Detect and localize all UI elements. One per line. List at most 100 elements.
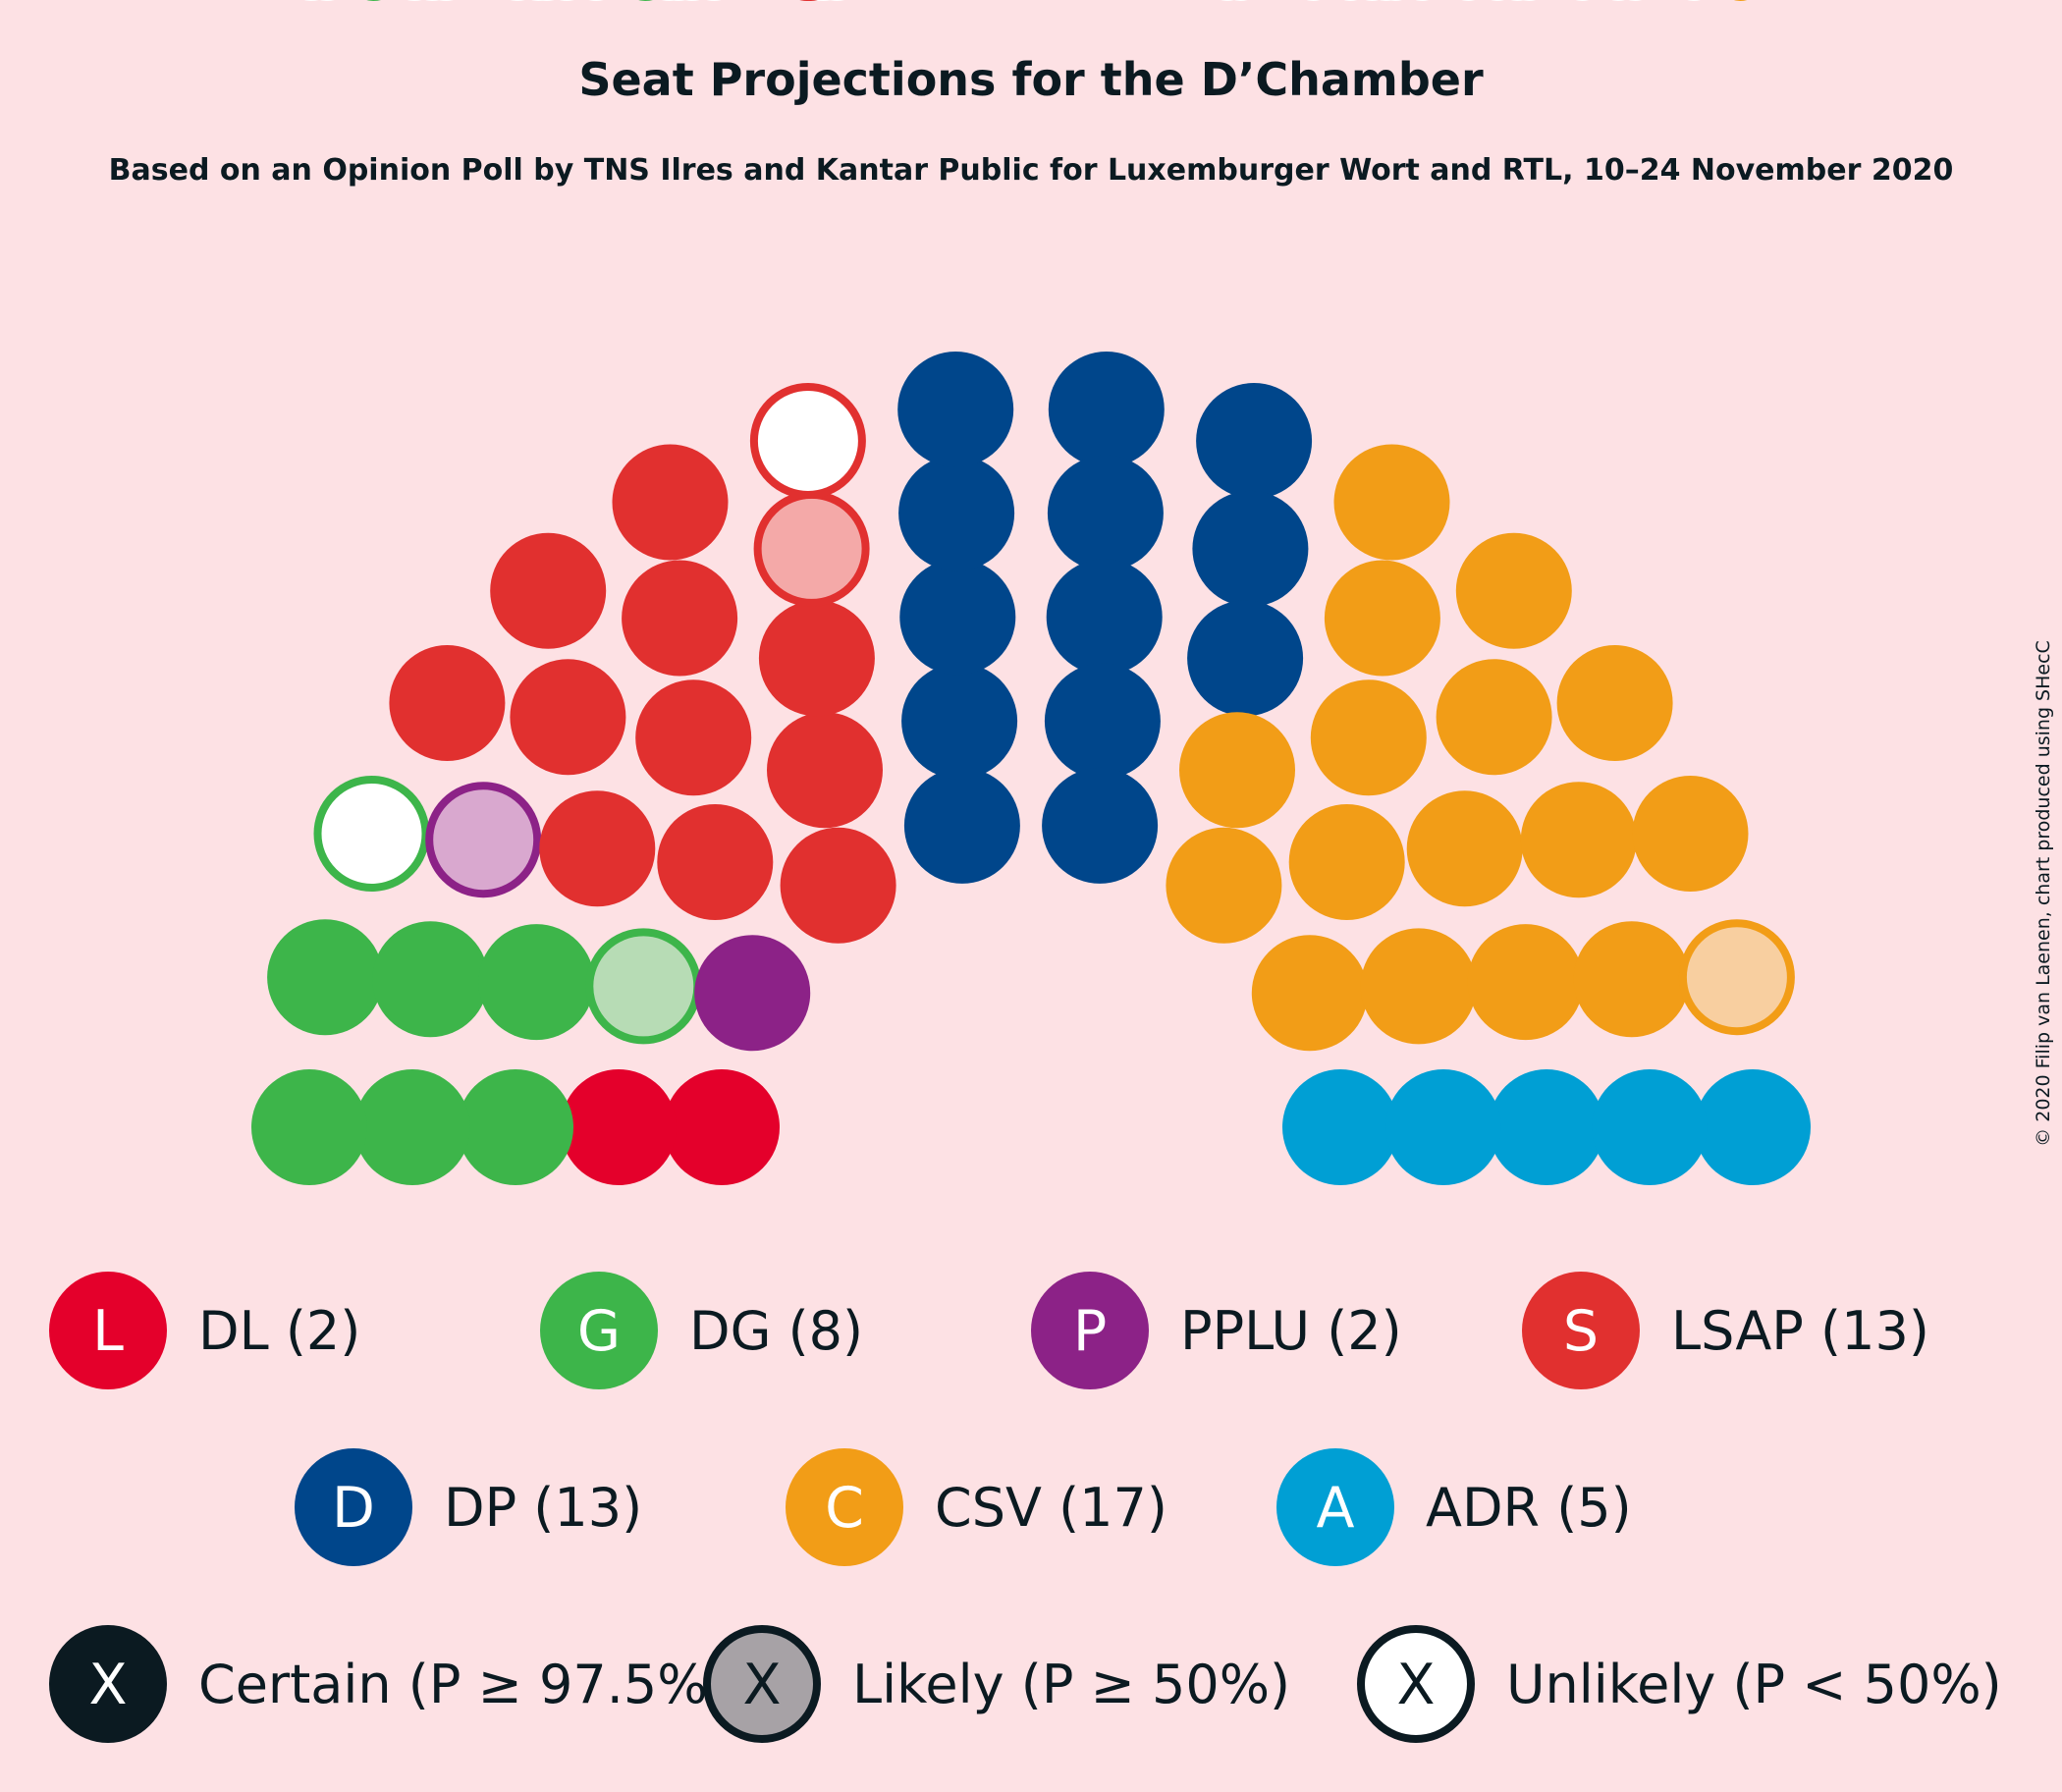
seat-letter: S bbox=[662, 0, 697, 14]
seat-circle bbox=[1573, 921, 1690, 1038]
seat-circle bbox=[786, 1448, 903, 1566]
certainty-item-certain: X Certain (P ≥ 97.5%) bbox=[49, 1625, 729, 1743]
seat-letter: D bbox=[1083, 0, 1125, 14]
seat-letter: C bbox=[1596, 0, 1634, 14]
seat-csv-45: C bbox=[1436, 0, 1552, 776]
seat-letter: S bbox=[1563, 1299, 1599, 1364]
seat-dg-10: G bbox=[313, 0, 430, 892]
certainty-item-unlikely: X Unlikely (P < 50%) bbox=[1357, 1625, 2002, 1743]
seat-circle bbox=[1695, 1069, 1811, 1185]
seat-csv-42: C bbox=[1166, 0, 1282, 944]
seat-letter: D bbox=[1224, 0, 1267, 14]
seat-circle bbox=[251, 1069, 367, 1185]
seat-letter: S bbox=[794, 0, 830, 14]
seat-circle bbox=[425, 782, 542, 898]
seat-dg-5: G bbox=[251, 0, 367, 1185]
seat-circle bbox=[1436, 659, 1552, 776]
seat-dg-3: G bbox=[458, 0, 573, 1185]
seat-circle bbox=[561, 1069, 677, 1185]
certainty-label: Likely (P ≥ 50%) bbox=[852, 1654, 1290, 1715]
seat-lsap-25: S bbox=[749, 0, 866, 499]
legend-item-adr: A ADR (5) bbox=[1276, 1448, 1632, 1566]
seat-circle bbox=[767, 712, 883, 829]
seat-circle bbox=[1333, 444, 1450, 561]
seat-letter: G bbox=[351, 0, 393, 14]
seat-letter: L bbox=[603, 0, 633, 14]
seat-letter: C bbox=[1494, 0, 1533, 14]
seat-circle bbox=[622, 560, 738, 677]
seat-letter: S bbox=[530, 0, 566, 14]
seat-circle bbox=[657, 804, 774, 920]
seat-circle bbox=[313, 776, 430, 892]
seat-circle bbox=[1179, 712, 1295, 829]
seat-dg-8: G bbox=[478, 0, 595, 1041]
seat-circle bbox=[267, 919, 384, 1036]
legend-item-dp: D DP (13) bbox=[295, 1448, 642, 1566]
seat-csv-52: C bbox=[1360, 0, 1477, 1045]
seat-adr-56: A bbox=[1489, 0, 1604, 1185]
seat-arc: LLGGGGGGGGPPSSSSSSSSSSSSSDDDDDDDDDDDDDCC… bbox=[251, 0, 1811, 1185]
seat-lsap-13: S bbox=[539, 0, 656, 907]
chart-title: Seat Projections for the D’Chamber bbox=[578, 53, 1484, 106]
party-legend: L DL (2) G DG (8) P PPLU (2) S LSAP (13) D DP (13… bbox=[49, 1272, 1929, 1566]
seat-dp-38: D bbox=[1187, 0, 1304, 717]
legend-label: PPLU (2) bbox=[1180, 1300, 1402, 1362]
seat-adr-60: A bbox=[1592, 0, 1708, 1185]
seat-circle bbox=[1357, 1625, 1475, 1743]
seat-dg-6: G bbox=[267, 0, 384, 1036]
seat-letter: C bbox=[1290, 0, 1329, 14]
seat-adr-59: A bbox=[1385, 0, 1501, 1185]
seat-dp-27: D bbox=[901, 0, 1018, 780]
legend-item-lsap: S LSAP (13) bbox=[1522, 1272, 1929, 1389]
seat-letter: G bbox=[409, 0, 452, 14]
seat-csv-43: C bbox=[1310, 0, 1427, 796]
seat-lsap-17: S bbox=[490, 0, 607, 649]
seat-circle bbox=[49, 1272, 167, 1389]
seat-dp-36: D bbox=[1196, 0, 1313, 499]
seat-dp-34: D bbox=[1044, 0, 1161, 780]
seat-csv-50: C bbox=[1251, 0, 1368, 1052]
seat-letter: S bbox=[790, 0, 826, 14]
certainty-item-likely: X Likely (P ≥ 50%) bbox=[703, 1625, 1290, 1743]
seat-circle bbox=[694, 935, 811, 1052]
seat-circle bbox=[758, 600, 875, 717]
seat-circle bbox=[1360, 928, 1477, 1045]
seat-adr-legend: A bbox=[1276, 1448, 1394, 1566]
seat-csv-46: C bbox=[1288, 0, 1405, 920]
seat-letter: D bbox=[1084, 0, 1126, 14]
seat-letter: L bbox=[92, 1299, 124, 1364]
seat-dp-29: D bbox=[898, 0, 1015, 571]
seat-circle bbox=[1031, 1272, 1149, 1389]
seat-dp-32: D bbox=[1047, 0, 1164, 571]
seat-dl-legend: L bbox=[49, 1272, 167, 1389]
legend-item-dl: L DL (2) bbox=[49, 1272, 360, 1389]
seat-circle bbox=[1592, 1069, 1708, 1185]
legend-label: DP (13) bbox=[444, 1477, 642, 1539]
seat-circle bbox=[753, 490, 870, 607]
seat-letter: S bbox=[799, 0, 835, 14]
seat-dl-2: L bbox=[561, 0, 677, 1185]
seat-csv-41: C bbox=[1324, 0, 1440, 677]
seat-circle bbox=[903, 767, 1020, 884]
seat-circle bbox=[1187, 600, 1304, 717]
seat-csv-54: C bbox=[1573, 0, 1690, 1038]
seat-circle bbox=[1522, 1272, 1640, 1389]
seat-letter: C bbox=[1717, 0, 1756, 14]
seat-letter: G bbox=[516, 0, 558, 14]
seat-letter: S bbox=[807, 0, 842, 14]
seat-letter: D bbox=[935, 0, 977, 14]
seat-circle bbox=[49, 1625, 167, 1743]
seat-letter: S bbox=[653, 0, 688, 14]
seat-letter: S bbox=[821, 0, 856, 14]
seat-circle bbox=[1282, 1069, 1398, 1185]
seat-dp-31: D bbox=[1048, 0, 1165, 467]
seat-circle bbox=[585, 928, 702, 1045]
seat-circle bbox=[1678, 919, 1795, 1036]
seat-letter: C bbox=[1506, 0, 1545, 14]
legend-label: DL (2) bbox=[198, 1300, 360, 1362]
seat-circle bbox=[612, 444, 729, 561]
seat-letter: S bbox=[698, 0, 733, 14]
seat-letter: P bbox=[1073, 1299, 1107, 1364]
seat-letter: L bbox=[706, 0, 736, 14]
